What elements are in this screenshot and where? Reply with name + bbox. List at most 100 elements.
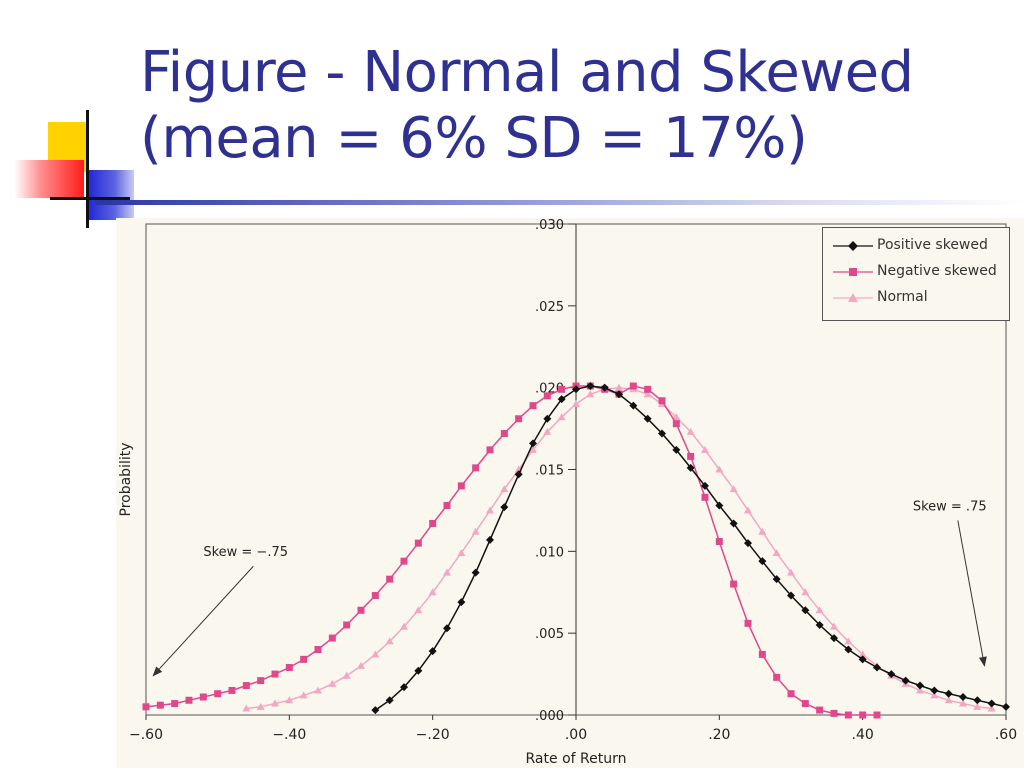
normal-point: [815, 606, 824, 614]
negative-skewed-point: [357, 606, 365, 614]
positive-skewed-point: [715, 501, 724, 510]
negative-skewed-point: [787, 690, 795, 698]
normal-point: [371, 650, 380, 658]
positive-skewed-point: [615, 390, 623, 399]
positive-skewed-point: [529, 439, 537, 448]
legend-item-negative: Negative skewed: [833, 260, 1009, 284]
negative-skewed-point: [543, 392, 551, 400]
negative-skewed-point: [486, 446, 494, 454]
positive-skewed-point: [758, 557, 767, 566]
negative-skewed-point: [457, 482, 465, 490]
y-tick-label: .025: [535, 300, 564, 315]
legend-label-normal: Normal: [877, 289, 928, 305]
negative-skewed-point: [629, 382, 637, 390]
positive-skewed-point: [600, 383, 609, 392]
negative-skewed-point: [400, 557, 408, 565]
positive-skewed-point: [801, 606, 810, 615]
negative-skewed-point: [500, 429, 508, 437]
negative-skewed-point: [142, 703, 150, 711]
normal-point: [959, 699, 967, 707]
positive-skewed-point: [428, 647, 437, 656]
positive-skewed-point: [916, 681, 924, 690]
positive-skewed-point: [543, 414, 552, 423]
positive-skewed-point: [414, 666, 423, 675]
negative-skewed-point: [386, 575, 394, 583]
negative-skewed-point: [214, 690, 222, 698]
positive-skewed-point: [973, 696, 982, 705]
normal-point: [543, 427, 552, 435]
normal-point: [314, 686, 322, 694]
series-line-square: [145, 385, 877, 716]
normal-point: [987, 704, 996, 712]
negative-skewed-point: [644, 385, 652, 393]
normal-point: [973, 702, 982, 710]
decor-blue-square: [86, 170, 134, 220]
y-tick-label: .010: [535, 545, 564, 560]
legend-label-negative: Negative skewed: [877, 263, 997, 279]
negative-skewed-point: [830, 709, 838, 717]
positive-skewed-point: [629, 401, 638, 410]
normal-point: [285, 696, 294, 704]
positive-skewed-point: [830, 634, 838, 643]
normal-point: [844, 637, 853, 645]
decor-horizontal-line: [50, 197, 130, 200]
negative-skewed-point: [687, 452, 695, 460]
title-underline: [95, 200, 1024, 205]
legend-item-normal: Normal: [833, 286, 1009, 310]
positive-skewed-point: [729, 519, 738, 528]
skew-annotation-2: Skew = .75: [913, 499, 987, 514]
negative-skewed-point: [816, 706, 824, 714]
normal-point: [471, 527, 480, 535]
positive-skewed-point: [658, 429, 666, 438]
negative-skewed-point: [859, 711, 867, 719]
positive-skewed-point: [858, 655, 867, 664]
negative-skewed-point: [873, 711, 881, 719]
normal-point: [830, 622, 838, 630]
negative-skewed-point: [658, 397, 666, 405]
negative-skewed-point: [271, 670, 279, 678]
normal-point: [457, 548, 466, 556]
y-tick-label: .020: [535, 382, 564, 397]
negative-skewed-point: [744, 619, 752, 627]
positive-skewed-point: [701, 481, 709, 490]
positive-skewed-point: [959, 692, 967, 701]
y-tick-label: .015: [535, 464, 564, 479]
negative-skewed-point: [257, 677, 265, 685]
normal-point: [930, 691, 939, 699]
normal-point: [342, 671, 351, 679]
x-tick-label: −.60: [129, 727, 163, 743]
negative-skewed-point: [242, 682, 250, 690]
positive-skewed-point: [486, 535, 494, 544]
normal-point: [414, 606, 423, 614]
normal-point: [672, 413, 681, 421]
normal-point: [385, 637, 394, 645]
legend-normal-swatch: [833, 293, 873, 302]
legend: Positive skewed Negative skewed Normal: [822, 227, 1010, 321]
negative-skewed-point: [472, 464, 480, 472]
skew-arrow-2: [957, 520, 987, 667]
positive-skewed-point: [686, 463, 695, 472]
normal-point: [615, 383, 623, 391]
positive-skewed-point: [787, 591, 795, 600]
negative-skewed-point: [171, 700, 179, 708]
normal-point: [586, 390, 595, 398]
positive-skewed-point: [873, 663, 881, 672]
positive-skewed-point: [1002, 702, 1010, 711]
x-tick-label: .00: [565, 727, 587, 743]
normal-point: [299, 691, 308, 699]
negative-skewed-point: [529, 402, 537, 410]
x-tick-label: −.40: [272, 727, 306, 743]
negative-skewed-point: [300, 655, 308, 663]
negative-skewed-point: [715, 538, 723, 546]
positive-skewed-point: [987, 699, 996, 708]
negative-skewed-point: [228, 686, 236, 694]
positive-skewed-point: [643, 414, 652, 423]
slide-title-line-1: Figure - Normal and Skewed: [140, 40, 914, 105]
normal-point: [428, 588, 437, 596]
x-tick-label: .60: [995, 727, 1017, 743]
positive-skewed-point: [901, 676, 910, 685]
normal-point: [715, 465, 724, 473]
negative-skewed-point: [429, 520, 437, 528]
normal-point: [686, 427, 695, 435]
positive-skewed-point: [844, 645, 853, 654]
